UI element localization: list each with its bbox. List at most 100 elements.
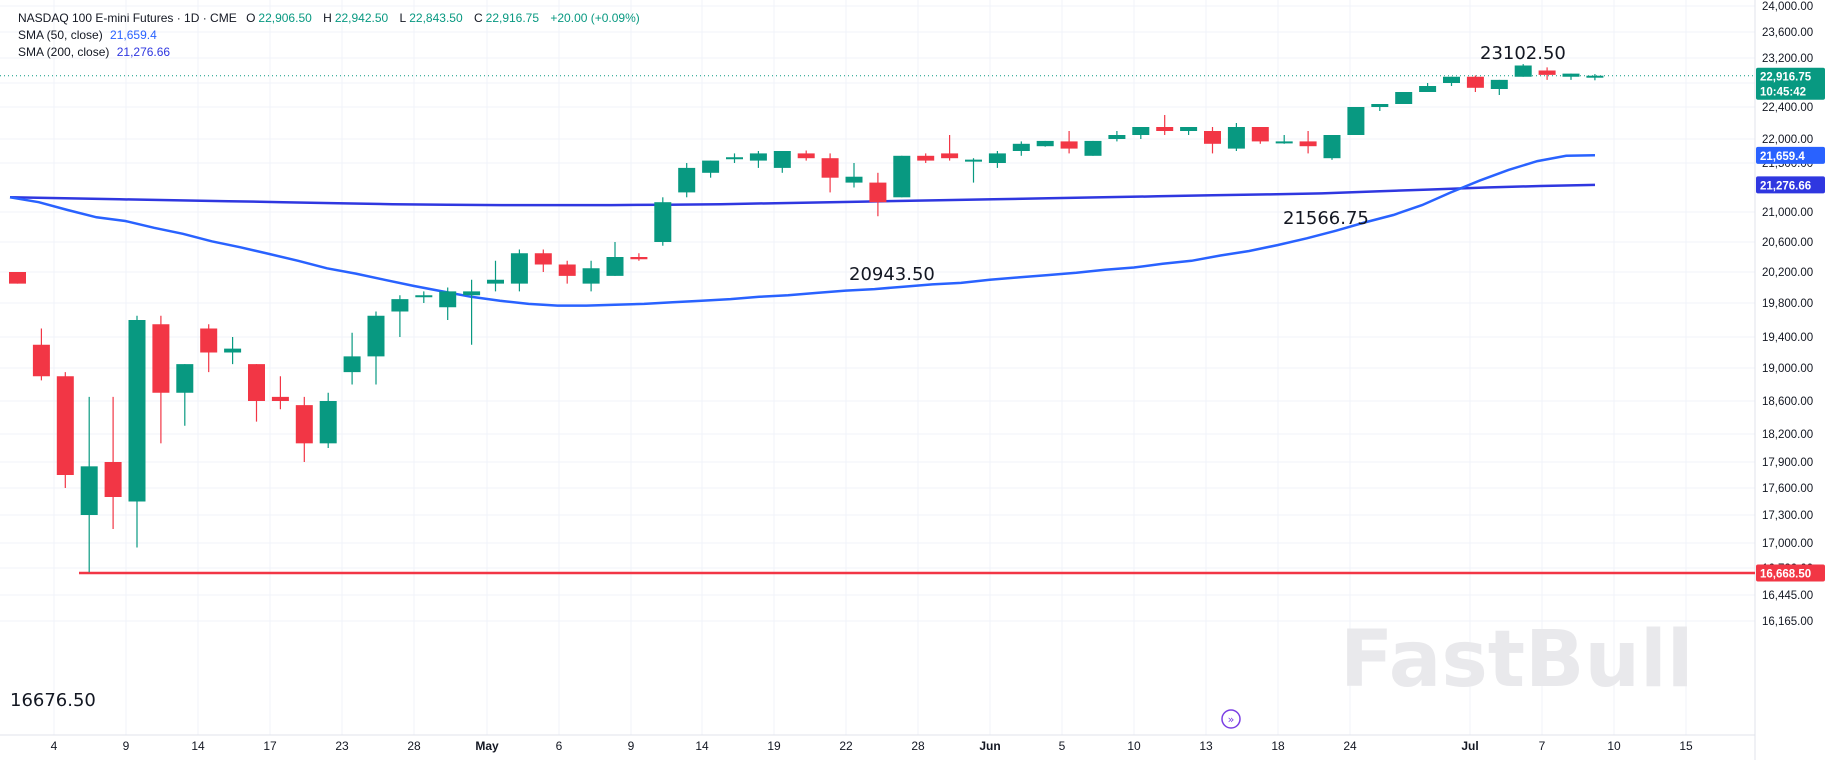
last-price-tag: 22,916.75 10:45:42: [1756, 67, 1825, 100]
candle-body: [869, 182, 887, 203]
y-tick-label: 16,165.00: [1762, 616, 1813, 628]
sma50-line: [9, 154, 1596, 307]
support-tag: 16,668.50: [1756, 564, 1825, 582]
candle-body: [726, 157, 743, 160]
candle-body: [1514, 65, 1532, 77]
x-tick-label: 10: [1607, 739, 1621, 753]
high-value: 22,942.50: [334, 11, 389, 25]
y-tick-label: 16,445.00: [1762, 590, 1813, 602]
candle-body: [224, 348, 242, 353]
legend: NASDAQ 100 E-mini Futures · 1D · CME O 22…: [18, 10, 648, 61]
candle-body: [9, 272, 26, 284]
close-label: C: [473, 11, 483, 25]
candle-body: [1204, 131, 1221, 144]
y-tick-label: 19,400.00: [1762, 332, 1813, 344]
y-tick-label: 19,800.00: [1762, 298, 1813, 310]
candle-body: [439, 291, 457, 308]
candle-body: [893, 155, 911, 198]
x-tick-label: 10: [1127, 739, 1141, 753]
sma200-value: 21,276.66: [116, 45, 171, 59]
candle-body: [749, 153, 767, 161]
x-tick-label: 5: [1059, 739, 1066, 753]
candle-body: [1108, 135, 1126, 139]
candle-body: [152, 324, 170, 393]
price-annotation: 23102.50: [1480, 43, 1566, 64]
x-tick-label: 9: [123, 739, 130, 753]
candle-body: [1323, 135, 1341, 159]
x-tick-label: 6: [556, 739, 563, 753]
candle-body: [606, 257, 624, 276]
x-tick-label: Jul: [1461, 739, 1478, 753]
candle-body: [1060, 141, 1078, 149]
legend-sma50-row[interactable]: SMA (50, close) 21,659.4: [18, 27, 648, 44]
y-tick-label: 17,000.00: [1762, 538, 1813, 550]
candle-body: [654, 202, 672, 242]
high-label: H: [323, 11, 332, 25]
candle-body: [1132, 127, 1150, 135]
candle-body: [630, 257, 648, 260]
price-annotation: 20943.50: [849, 264, 935, 285]
x-tick-label: May: [475, 739, 499, 753]
x-tick-label: 28: [407, 739, 421, 753]
candle-body: [1443, 76, 1460, 83]
sma200-tag: 21,276.66: [1756, 176, 1825, 194]
sma200-line: [9, 183, 1596, 207]
candle-body: [128, 320, 146, 502]
candle-body: [295, 405, 313, 444]
open-value: 22,906.50: [258, 11, 312, 25]
y-tick-label: 17,300.00: [1762, 510, 1813, 522]
candle-body: [200, 328, 218, 353]
legend-sma200-row[interactable]: SMA (200, close) 21,276.66: [18, 44, 648, 61]
candle-body: [1490, 79, 1508, 89]
y-tick-label: 19,000.00: [1762, 363, 1813, 375]
last-price-tag-text: 22,916.75: [1760, 72, 1812, 84]
sma50-path: [9, 154, 1596, 307]
x-tick-label: 15: [1679, 739, 1693, 753]
price-tags: 22,916.75 10:45:42 21,659.4 21,276.66 16,668…: [1756, 67, 1825, 582]
go-to-realtime-icon[interactable]: »: [1228, 713, 1235, 726]
annotations: 23102.50 20943.50 21566.75 16676.50: [10, 43, 1566, 711]
candle-body: [1227, 127, 1245, 149]
candle-body: [988, 153, 1006, 163]
last-price-tag-bg: [1756, 67, 1825, 100]
candlestick-series: [9, 64, 1604, 573]
candle-body: [678, 167, 696, 193]
y-tick-label: 23,200.00: [1762, 53, 1813, 65]
x-tick-label: 7: [1539, 739, 1546, 753]
candle-body: [845, 176, 863, 183]
candle-body: [1347, 107, 1365, 135]
sma50-tag: 21,659.4: [1756, 146, 1825, 164]
x-tick-label: Jun: [979, 739, 1000, 753]
candle-body: [582, 268, 600, 284]
candle-body: [1012, 143, 1030, 151]
candle-body: [917, 155, 935, 161]
go-to-realtime-circle[interactable]: [1221, 709, 1241, 729]
y-tick-label: 20,600.00: [1762, 237, 1813, 249]
candle-body: [1466, 76, 1484, 88]
candle-body: [80, 466, 98, 515]
sma200-label: SMA (200, close): [18, 45, 110, 59]
candle-body: [1180, 127, 1198, 131]
candle-body: [391, 299, 409, 312]
candle-body: [1156, 127, 1174, 131]
x-tick-label: 9: [628, 739, 635, 753]
go-to-realtime-button[interactable]: »: [1221, 709, 1241, 729]
price-annotation: 21566.75: [1283, 208, 1369, 229]
candle-body: [797, 153, 815, 159]
candle-body: [32, 344, 50, 377]
candle-body: [1586, 75, 1604, 78]
x-tick-label: 23: [335, 739, 349, 753]
candle-body: [773, 151, 791, 168]
last-price-tag-text: 10:45:42: [1760, 87, 1806, 99]
time-axis[interactable]: 4 9 14 17 23 28 May 6 9 14 19 22 28 Jun 5 10 13 18 24 Jul 7 1…: [51, 739, 1693, 753]
candle-body: [1419, 86, 1437, 92]
candle-body: [56, 376, 74, 475]
candle-body: [367, 315, 385, 357]
y-tick-label: 22,400.00: [1762, 102, 1813, 114]
sma200-path: [9, 183, 1596, 207]
candle-body: [1562, 73, 1580, 77]
change-value: +20.00 (+0.09%): [550, 11, 640, 25]
symbol-title[interactable]: NASDAQ 100 E-mini Futures · 1D · CME: [18, 11, 237, 25]
y-tick-label: 18,200.00: [1762, 429, 1813, 441]
